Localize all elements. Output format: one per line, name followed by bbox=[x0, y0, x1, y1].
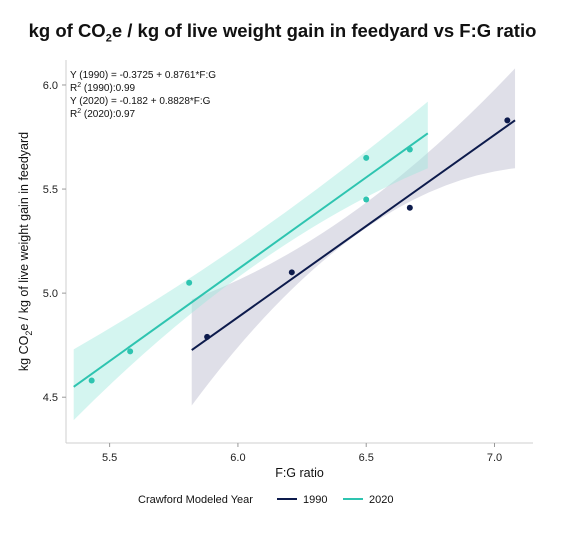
data-point-2020 bbox=[363, 154, 370, 161]
legend-label-1990: 1990 bbox=[303, 494, 327, 506]
equation-line: R2 (1990):0.99 bbox=[70, 82, 136, 94]
fit-lines bbox=[73, 119, 516, 388]
y-tick-label: 4.5 bbox=[43, 392, 58, 404]
confidence-bands bbox=[73, 68, 516, 421]
legend: Crawford Modeled Year 1990 2020 bbox=[138, 494, 393, 506]
x-tick-label: 5.5 bbox=[102, 452, 117, 464]
legend-label-2020: 2020 bbox=[369, 494, 393, 506]
data-point-2020 bbox=[88, 377, 95, 384]
fit-line-2020 bbox=[73, 132, 429, 388]
axes: 5.5 6.0 6.5 7.0 4.5 5.0 5.5 6.0 F:G ratio kg CO2e… bbox=[17, 60, 533, 480]
equation-line: Y (2020) = -0.182 + 0.8828*F:G bbox=[70, 96, 211, 107]
legend-title: Crawford Modeled Year bbox=[138, 494, 253, 506]
data-point-1990 bbox=[406, 204, 413, 211]
equation-line: R2 (2020):0.97 bbox=[70, 108, 136, 120]
equation-line: Y (1990) = -0.3725 + 0.8761*F:G bbox=[70, 70, 216, 81]
y-axis-title: kg CO2e / kg of live weight gain in feed… bbox=[17, 132, 34, 371]
y-tick-label: 5.0 bbox=[43, 288, 58, 300]
data-point-2020 bbox=[406, 146, 413, 153]
x-tick-label: 6.5 bbox=[359, 452, 374, 464]
chart-title: kg of CO2e / kg of live weight gain in f… bbox=[28, 20, 537, 45]
confidence-band-1990 bbox=[191, 68, 516, 406]
y-tick-label: 6.0 bbox=[43, 80, 58, 92]
data-point-2020 bbox=[186, 279, 193, 286]
y-tick-label: 5.5 bbox=[43, 184, 58, 196]
x-axis-title: F:G ratio bbox=[275, 466, 324, 480]
data-points bbox=[88, 117, 511, 384]
equation-annotations: Y (1990) = -0.3725 + 0.8761*F:GR2 (1990)… bbox=[70, 70, 216, 120]
data-point-1990 bbox=[504, 117, 511, 124]
x-tick-label: 7.0 bbox=[487, 452, 502, 464]
data-point-2020 bbox=[127, 348, 134, 355]
fit-line-1990 bbox=[191, 119, 516, 351]
data-point-1990 bbox=[204, 333, 211, 340]
data-point-1990 bbox=[288, 269, 295, 276]
x-tick-label: 6.0 bbox=[230, 452, 245, 464]
data-point-2020 bbox=[363, 196, 370, 203]
